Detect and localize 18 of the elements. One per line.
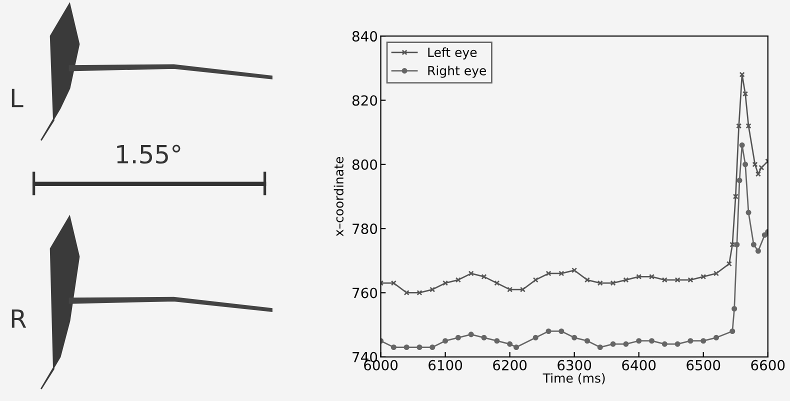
legend-label: Right eye	[428, 66, 486, 78]
x-tick-label: 6600	[751, 360, 785, 370]
x-tick-label: 6100	[428, 360, 462, 370]
x-tick-label: 6500	[686, 360, 720, 370]
x-axis-title: Time (ms)	[542, 373, 605, 384]
y-tick-label: 760	[352, 288, 378, 298]
y-axis-title: x–coordinate	[334, 157, 344, 236]
legend-label: Left eye	[428, 47, 477, 60]
text: R	[12, 309, 26, 328]
x-tick-label: 6400	[622, 360, 656, 370]
y-tick-label: 840	[352, 31, 378, 42]
text: 1.55°	[117, 144, 180, 164]
x-tick-label: 6300	[558, 360, 592, 370]
x-tick-label: 6200	[493, 360, 527, 370]
y-tick-label: 780	[352, 224, 378, 234]
text: L	[12, 88, 24, 108]
y-tick-label: 820	[352, 95, 378, 106]
y-tick-label: 800	[352, 159, 378, 170]
